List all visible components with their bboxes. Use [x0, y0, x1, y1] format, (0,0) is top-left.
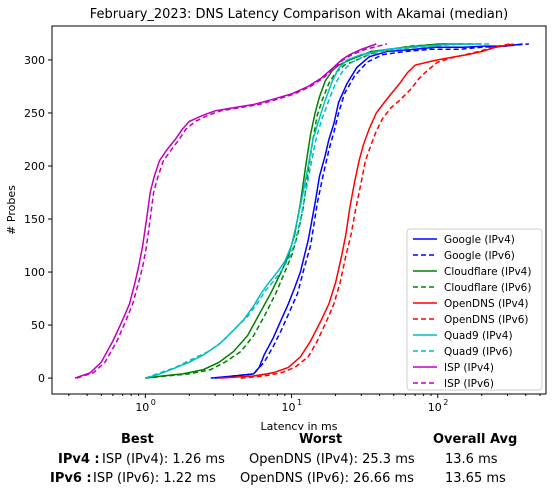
legend-label-isp-ipv4: ISP (IPv4)	[444, 362, 494, 374]
x-tick-label: 10	[428, 401, 442, 414]
series-line-google-ipv4	[210, 43, 523, 379]
summary-header-worst: Worst	[299, 432, 343, 447]
y-tick-label: 0	[38, 372, 45, 385]
y-tick-label: 50	[31, 319, 45, 332]
summary-row-ipv6-label: IPv6 :	[50, 471, 92, 486]
summary-row-ipv6-best: ISP (IPv6): 1.22 ms	[93, 471, 216, 486]
chart-title: February_2023: DNS Latency Comparison wi…	[90, 7, 508, 22]
legend-label-isp-ipv6: ISP (IPv6)	[444, 378, 494, 390]
summary-row-ipv4-worst: OpenDNS (IPv4): 25.3 ms	[249, 452, 415, 467]
legend-label-quad9-ipv4: Quad9 (IPv4)	[444, 330, 513, 342]
x-axis-label: Latency in ms	[261, 420, 338, 430]
y-tick-label: 250	[24, 107, 45, 120]
summary-row-ipv4-best: ISP (IPv4): 1.26 ms	[102, 452, 225, 467]
y-tick-label: 150	[24, 213, 45, 226]
y-axis-ticks: 0 50 100 150 200 250 300	[24, 54, 52, 385]
x-tick-exponent: 0	[151, 398, 156, 407]
plot-frame	[51, 25, 547, 395]
legend-label-google-ipv4: Google (IPv4)	[444, 234, 515, 246]
series-line-opendns-ipv6	[240, 43, 510, 379]
summary-header-best: Best	[121, 432, 154, 447]
x-axis-ticks: 10 0 10 1 10 2	[68, 394, 541, 414]
legend-label-opendns-ipv6: OpenDNS (IPv6)	[444, 314, 529, 326]
plot-lines	[74, 43, 529, 379]
summary-row-ipv4-label: IPv4 :	[58, 452, 100, 467]
y-tick-label: 100	[24, 266, 45, 279]
legend-box	[406, 228, 543, 391]
legend-label-quad9-ipv6: Quad9 (IPv6)	[444, 346, 513, 358]
series-line-isp-ipv6	[76, 43, 388, 379]
series-line-google-ipv6	[215, 43, 529, 379]
summary-row-ipv4-avg: 13.6 ms	[445, 452, 498, 467]
legend-label-opendns-ipv4: OpenDNS (IPv4)	[444, 298, 529, 310]
legend-label-google-ipv6: Google (IPv6)	[444, 250, 515, 262]
summary-row-ipv6-avg: 13.65 ms	[445, 471, 506, 486]
x-tick-exponent: 2	[443, 398, 448, 407]
y-axis-label: # Probes	[5, 185, 18, 235]
series-line-isp-ipv4	[74, 43, 377, 379]
legend-label-cloudflare-ipv4: Cloudflare (IPv4)	[444, 266, 531, 278]
summary-row-ipv6-worst: OpenDNS (IPv6): 26.66 ms	[240, 471, 414, 486]
x-tick-exponent: 1	[297, 398, 302, 407]
x-tick-label: 10	[282, 401, 296, 414]
legend-label-cloudflare-ipv6: Cloudflare (IPv6)	[444, 282, 531, 294]
legend: Google (IPv4) Google (IPv6) Cloudflare (IP…	[406, 228, 543, 391]
series-line-opendns-ipv4	[219, 43, 514, 379]
y-tick-label: 300	[24, 54, 45, 67]
x-tick-label: 10	[135, 401, 149, 414]
summary-header-avg: Overall Avg	[433, 432, 518, 447]
y-tick-label: 200	[24, 160, 45, 173]
series-line-quad9-ipv6	[145, 43, 491, 379]
latency-chart: February_2023: DNS Latency Comparison wi…	[5, 7, 547, 430]
